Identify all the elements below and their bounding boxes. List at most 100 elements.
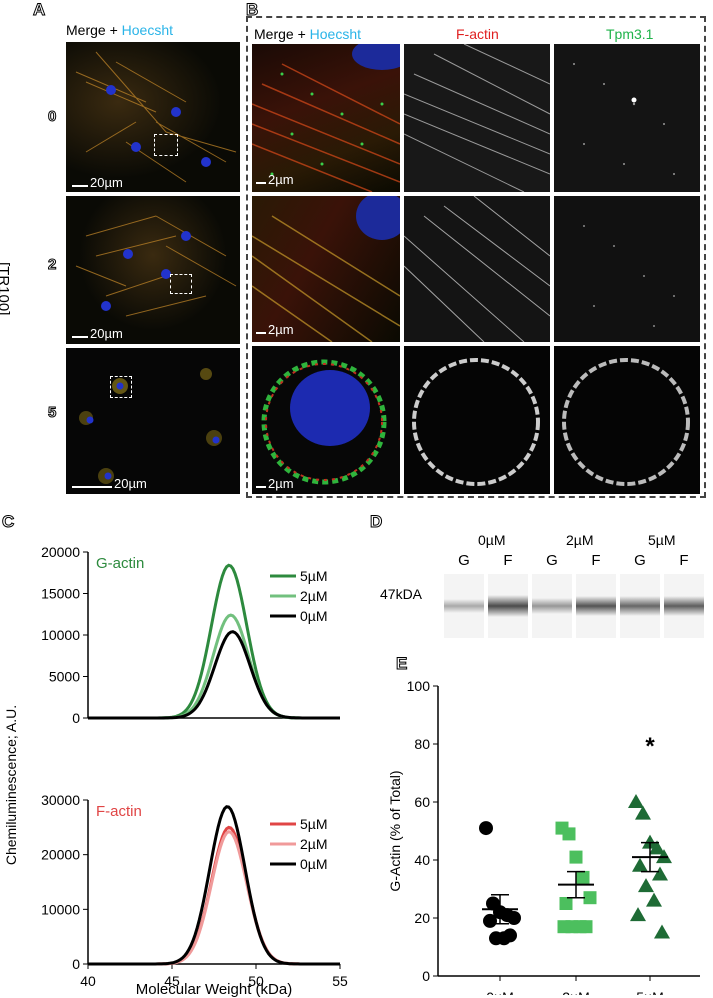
panel-b-col-tpm: Tpm3.1 bbox=[606, 26, 654, 42]
panel-c-ytick-label: 10000 bbox=[41, 627, 80, 643]
panel-d-dose-0: 0µM bbox=[478, 532, 506, 548]
panel-b-frame bbox=[246, 16, 706, 498]
panel-e-point-2uM bbox=[576, 870, 590, 884]
panel-a-roi-2 bbox=[170, 274, 192, 294]
panel-e-point-0uM bbox=[479, 821, 493, 836]
panel-c-xtick-label: 45 bbox=[164, 973, 180, 989]
panel-a-label: A bbox=[32, 0, 46, 20]
panel-a-header: Merge + Hoecsht bbox=[66, 22, 173, 38]
panel-d-lane bbox=[532, 574, 572, 638]
panel-c-ytick-label: 10000 bbox=[41, 901, 80, 917]
panel-c-ytick-label: 0 bbox=[72, 710, 80, 726]
panel-b-scaletext-0: 2µm bbox=[268, 172, 294, 187]
panel-b-merge-fibers-0 bbox=[252, 44, 400, 192]
panel-c-ytick-label: 15000 bbox=[41, 586, 80, 602]
panel-c-xtick-label: 55 bbox=[332, 973, 348, 989]
panel-d-lane-label: F bbox=[591, 552, 601, 569]
panel-e-chart: 0 20 40 60 80 100 G-Actin (% of Total) 0µM 2µM 5µ… bbox=[387, 678, 700, 995]
panel-b-factin-0 bbox=[404, 44, 550, 192]
panel-a-scalebar-5 bbox=[72, 486, 112, 488]
panel-b-merge-0: 2µm bbox=[252, 44, 400, 192]
panel-b-col-merge-stain: Hoecsht bbox=[309, 26, 361, 42]
panel-b-factin-fibers-0 bbox=[404, 44, 550, 192]
panel-d-band bbox=[532, 598, 572, 614]
panel-a-scaletext-5: 20µm bbox=[114, 476, 147, 491]
panel-b-factin-5 bbox=[404, 346, 550, 494]
panel-a-scaletext-2: 20µm bbox=[90, 326, 123, 341]
panel-b-scaletext-2: 2µm bbox=[268, 322, 294, 337]
panel-e-point-0uM bbox=[507, 911, 521, 925]
panel-b-scalebar-0 bbox=[256, 182, 266, 184]
panel-b-merge-cell-5 bbox=[261, 359, 387, 485]
panel-a-dose-5: 5 bbox=[47, 404, 57, 422]
panel-d-label: D bbox=[369, 512, 383, 532]
panel-e-ytick-label: 20 bbox=[414, 910, 430, 926]
panel-b-factin-2 bbox=[404, 196, 550, 342]
panel-e-point-5uM bbox=[654, 924, 670, 939]
panel-b-tpm-0 bbox=[554, 44, 700, 192]
panel-b-tpm-dots-0 bbox=[573, 63, 675, 175]
panel-d-band bbox=[444, 599, 484, 613]
panel-d-band bbox=[576, 595, 616, 617]
panel-e-point-2uM bbox=[559, 897, 573, 910]
panel-d-lane-label: F bbox=[503, 552, 513, 569]
panel-b-merge-fibers-2 bbox=[252, 196, 400, 342]
panel-e-point-5uM bbox=[652, 866, 668, 881]
panel-a-roi-5 bbox=[110, 376, 132, 398]
panel-d-band bbox=[488, 595, 528, 617]
panel-d-lane bbox=[620, 574, 660, 638]
panel-b-tpm-cell-5 bbox=[562, 358, 690, 486]
panel-c-legend-label: 0µM bbox=[300, 608, 328, 624]
panel-d-dose-2: 2µM bbox=[566, 532, 594, 548]
panel-c-xlabel: Molecular Weight (kDa) bbox=[136, 981, 292, 998]
panel-c-series-1-2 bbox=[88, 805, 340, 966]
panel-c-label: C bbox=[1, 512, 15, 532]
panel-b-factin-cell-5 bbox=[412, 358, 540, 486]
panel-b-merge-5: 2µm bbox=[252, 346, 400, 494]
panel-d-lane bbox=[664, 574, 704, 638]
panel-c-ytick-label: 20000 bbox=[41, 847, 80, 863]
panel-b-col-merge-text: Merge + bbox=[254, 26, 310, 42]
panel-e-ytick-label: 100 bbox=[407, 678, 431, 694]
panel-c-ylabel: Chemiluminescence; A.U. bbox=[3, 705, 19, 865]
panel-a-scalebar-0 bbox=[72, 185, 88, 187]
panel-c-legend-label: 2µM bbox=[300, 588, 328, 604]
panel-b-scalebar-5 bbox=[256, 486, 266, 488]
panel-c-legend-label: 0µM bbox=[300, 856, 328, 872]
panel-d-lane-label: G bbox=[458, 552, 470, 569]
panel-a-header-merge: Merge + bbox=[66, 22, 122, 38]
panel-a-image-2: 20µm bbox=[66, 196, 240, 344]
panel-a-cells-5 bbox=[79, 368, 222, 484]
panel-e-point-2uM bbox=[583, 891, 597, 905]
panel-d-lane bbox=[576, 574, 616, 638]
panel-c-title-0: G-actin bbox=[96, 555, 144, 572]
panel-a-cells-2 bbox=[75, 215, 237, 317]
panel-d-lane bbox=[488, 574, 528, 638]
panel-c-xtick-label: 40 bbox=[80, 973, 96, 989]
panel-e-point-0uM bbox=[497, 931, 511, 946]
panel-e-point-2uM bbox=[562, 827, 576, 841]
panel-b-merge-2: 2µm bbox=[252, 196, 400, 342]
panel-c-ytick-label: 0 bbox=[72, 956, 80, 972]
panel-a-dose-2: 2 bbox=[47, 256, 57, 274]
panel-c-ytick-label: 20000 bbox=[41, 544, 80, 560]
panel-d-lane-label: G bbox=[634, 552, 646, 569]
panel-a-header-stain: Hoecsht bbox=[121, 22, 173, 38]
panel-d-lane-label: G bbox=[546, 552, 558, 569]
panel-b-factin-fibers-2 bbox=[404, 196, 550, 342]
panel-a-scaletext-0: 20µm bbox=[90, 175, 123, 190]
panel-e-point-2uM bbox=[573, 920, 587, 934]
panel-a-cells-0 bbox=[75, 51, 237, 183]
panel-d-lane bbox=[444, 574, 484, 638]
panel-e-xtick-label: 0µM bbox=[486, 989, 514, 995]
panel-e-ytick-label: 0 bbox=[422, 968, 430, 984]
panel-e-point-2uM bbox=[557, 920, 571, 934]
panel-d-dose-5: 5µM bbox=[648, 532, 676, 548]
panel-e-point-5uM bbox=[649, 840, 665, 855]
panel-a-image-0: 20µm bbox=[66, 42, 240, 192]
panel-e-point-5uM bbox=[632, 857, 648, 872]
panel-d-band bbox=[664, 596, 704, 616]
panel-b-col-merge: Merge + Hoecsht bbox=[254, 26, 361, 42]
panel-e-ytick-label: 40 bbox=[414, 852, 430, 868]
